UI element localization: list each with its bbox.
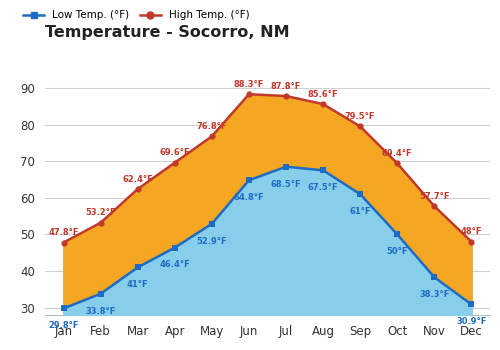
High Temp. (°F) [283,94,289,98]
Text: 46.4°F: 46.4°F [160,260,190,270]
Text: 88.3°F: 88.3°F [234,80,264,89]
High Temp. (°F) [209,134,215,138]
Text: 30.9°F: 30.9°F [456,317,486,326]
High Temp. (°F) [320,102,326,106]
Text: Temperature - Socorro, NM: Temperature - Socorro, NM [45,25,290,40]
High Temp. (°F) [172,161,178,165]
Low Temp. (°F) [357,192,363,196]
Text: 57.7°F: 57.7°F [419,192,450,201]
High Temp. (°F) [134,187,140,191]
Low Temp. (°F) [98,292,103,296]
Text: 67.5°F: 67.5°F [308,183,338,192]
Text: 50°F: 50°F [386,247,408,256]
Legend: Low Temp. (°F), High Temp. (°F): Low Temp. (°F), High Temp. (°F) [19,6,254,24]
Low Temp. (°F) [394,232,400,237]
Text: 48°F: 48°F [460,227,482,236]
Low Temp. (°F) [283,164,289,169]
Text: 64.8°F: 64.8°F [234,193,264,202]
Text: 68.5°F: 68.5°F [270,180,302,189]
High Temp. (°F) [468,240,474,244]
Text: 87.8°F: 87.8°F [271,82,301,91]
Text: 52.9°F: 52.9°F [196,237,227,246]
High Temp. (°F) [432,204,438,208]
Text: 69.4°F: 69.4°F [382,149,412,158]
Text: 53.2°F: 53.2°F [86,208,116,217]
Low Temp. (°F) [468,302,474,307]
Text: 33.8°F: 33.8°F [86,307,116,316]
Text: 47.8°F: 47.8°F [48,228,79,237]
Text: 29.8°F: 29.8°F [48,321,79,330]
Line: High Temp. (°F): High Temp. (°F) [60,91,474,246]
Low Temp. (°F) [320,168,326,173]
Text: 38.3°F: 38.3°F [419,290,450,299]
High Temp. (°F) [357,124,363,128]
Low Temp. (°F) [432,275,438,279]
High Temp. (°F) [394,161,400,166]
Text: 69.6°F: 69.6°F [160,148,190,157]
High Temp. (°F) [98,220,103,225]
Low Temp. (°F) [60,306,66,310]
Low Temp. (°F) [172,246,178,250]
Low Temp. (°F) [134,265,140,270]
Text: 61°F: 61°F [350,207,371,216]
Text: 85.6°F: 85.6°F [308,90,338,99]
Text: 79.5°F: 79.5°F [345,112,376,121]
Text: 41°F: 41°F [127,280,148,289]
Text: 62.4°F: 62.4°F [122,175,153,183]
Line: Low Temp. (°F): Low Temp. (°F) [60,163,474,312]
Low Temp. (°F) [246,178,252,182]
Low Temp. (°F) [209,222,215,226]
Text: 76.8°F: 76.8°F [196,122,227,131]
High Temp. (°F) [60,240,66,245]
High Temp. (°F) [246,92,252,96]
